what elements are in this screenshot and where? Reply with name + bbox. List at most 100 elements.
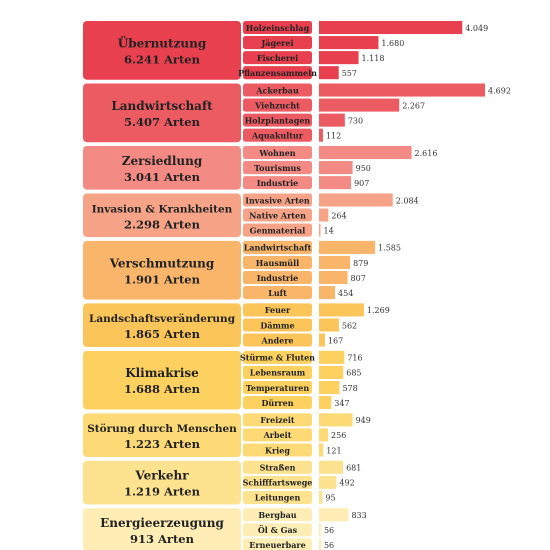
bar bbox=[319, 21, 463, 35]
bar bbox=[319, 66, 339, 80]
value-label: 562 bbox=[342, 321, 357, 330]
item-label: Temperaturen bbox=[246, 383, 309, 393]
value-label: 2.267 bbox=[402, 101, 425, 110]
item-label-box bbox=[243, 333, 312, 347]
item-label-box bbox=[243, 413, 312, 427]
bar bbox=[319, 365, 344, 379]
bar bbox=[319, 128, 323, 142]
bar bbox=[319, 193, 393, 207]
item-label-box bbox=[243, 365, 312, 379]
item-label: Pflanzensammeln bbox=[238, 68, 317, 78]
item-label: Holzplantagen bbox=[245, 115, 311, 125]
item-label: Genmaterial bbox=[250, 225, 306, 235]
value-label: 4.049 bbox=[465, 24, 488, 33]
category-total: 1.223 Arten bbox=[124, 437, 201, 451]
item-label: Andere bbox=[260, 335, 293, 345]
bar bbox=[319, 490, 323, 504]
item-label-box bbox=[243, 443, 312, 457]
item-label-box bbox=[243, 98, 312, 112]
item-label: Arbeit bbox=[263, 430, 292, 440]
value-label: 950 bbox=[356, 164, 371, 173]
item-label: Landwirtschaft bbox=[244, 243, 312, 253]
bar bbox=[319, 255, 351, 269]
item-label: Dürren bbox=[261, 398, 293, 408]
bar bbox=[319, 83, 485, 97]
item-label: Industrie bbox=[257, 178, 299, 188]
item-label: Wohnen bbox=[258, 148, 295, 158]
value-label: 685 bbox=[346, 369, 361, 378]
category-name: Störung durch Menschen bbox=[87, 423, 237, 435]
group-7: Störung durch Menschen 1.223 Arten Freizei… bbox=[83, 413, 371, 457]
bar bbox=[319, 508, 349, 522]
value-label: 1.585 bbox=[378, 244, 401, 253]
item-label-box bbox=[243, 255, 312, 269]
item-label: Ackerbau bbox=[255, 85, 299, 95]
group-6: Klimakrise 1.688 Arten Stürme & Fluten 716 L… bbox=[83, 350, 363, 410]
group-2: Zersiedlung 3.041 Arten Wohnen 2.616 Tourism… bbox=[83, 146, 437, 190]
item-label: Luft bbox=[268, 288, 287, 298]
bar bbox=[319, 113, 345, 127]
value-label: 264 bbox=[331, 211, 346, 220]
bar bbox=[319, 318, 339, 332]
category-block bbox=[83, 21, 241, 80]
value-label: 2.616 bbox=[415, 149, 438, 158]
bar bbox=[319, 240, 376, 254]
value-label: 907 bbox=[354, 179, 369, 188]
group-5: Landschaftsveränderung 1.865 Arten Feuer 1.… bbox=[83, 303, 390, 348]
bar bbox=[319, 523, 321, 537]
value-label: 256 bbox=[331, 431, 346, 440]
category-block bbox=[83, 240, 241, 300]
item-label-box bbox=[243, 508, 312, 522]
value-label: 807 bbox=[351, 274, 366, 283]
bar bbox=[319, 413, 353, 427]
bar bbox=[319, 146, 412, 160]
bar bbox=[319, 176, 352, 190]
item-label-box bbox=[243, 286, 312, 300]
item-label-box bbox=[243, 396, 312, 410]
item-label: Invasive Arten bbox=[245, 195, 310, 205]
value-label: 167 bbox=[328, 336, 343, 345]
item-label: Industrie bbox=[257, 273, 299, 283]
item-label-box bbox=[243, 460, 312, 474]
category-name: Landwirtschaft bbox=[111, 99, 213, 113]
bar bbox=[319, 443, 324, 457]
bar bbox=[319, 396, 332, 410]
item-label-box bbox=[243, 161, 312, 175]
value-label: 1.269 bbox=[367, 306, 390, 315]
value-label: 833 bbox=[351, 511, 366, 520]
category-total: 1.219 Arten bbox=[124, 485, 201, 499]
item-label: Erneuerbare bbox=[249, 540, 305, 550]
category-name: Verschmutzung bbox=[109, 256, 215, 270]
bar bbox=[319, 98, 400, 112]
category-total: 1.688 Arten bbox=[124, 382, 201, 396]
category-block bbox=[83, 508, 241, 550]
bar bbox=[319, 303, 364, 317]
value-label: 557 bbox=[342, 69, 357, 78]
item-label-box bbox=[243, 208, 312, 222]
bar bbox=[319, 538, 321, 550]
group-8: Verkehr 1.219 Arten Straßen 681 Schifffartsw… bbox=[83, 460, 361, 505]
item-label-box bbox=[243, 240, 312, 254]
category-block bbox=[83, 146, 241, 190]
value-label: 730 bbox=[348, 116, 363, 125]
value-label: 56 bbox=[324, 526, 334, 535]
item-label: Stürme & Fluten bbox=[240, 353, 315, 363]
value-label: 14 bbox=[324, 226, 334, 235]
group-3: Invasion & Krankheiten 2.298 Arten Invasiv… bbox=[83, 193, 419, 238]
item-label: Lebensraum bbox=[250, 368, 306, 378]
item-label-box bbox=[243, 490, 312, 504]
bar bbox=[319, 51, 359, 65]
value-label: 1.680 bbox=[381, 39, 404, 48]
item-label: Hausmüll bbox=[256, 258, 299, 268]
item-label-box bbox=[243, 113, 312, 127]
item-label-box bbox=[243, 21, 312, 35]
category-name: Übernutzung bbox=[118, 34, 207, 50]
item-label: Tourismus bbox=[254, 163, 301, 173]
item-label-box bbox=[243, 350, 312, 364]
category-name: Klimakrise bbox=[125, 366, 199, 380]
bar bbox=[319, 428, 329, 442]
item-label: Freizeit bbox=[260, 415, 295, 425]
category-name: Energieerzeugung bbox=[100, 516, 224, 530]
bar bbox=[319, 333, 325, 347]
category-name: Invasion & Krankheiten bbox=[92, 203, 233, 215]
